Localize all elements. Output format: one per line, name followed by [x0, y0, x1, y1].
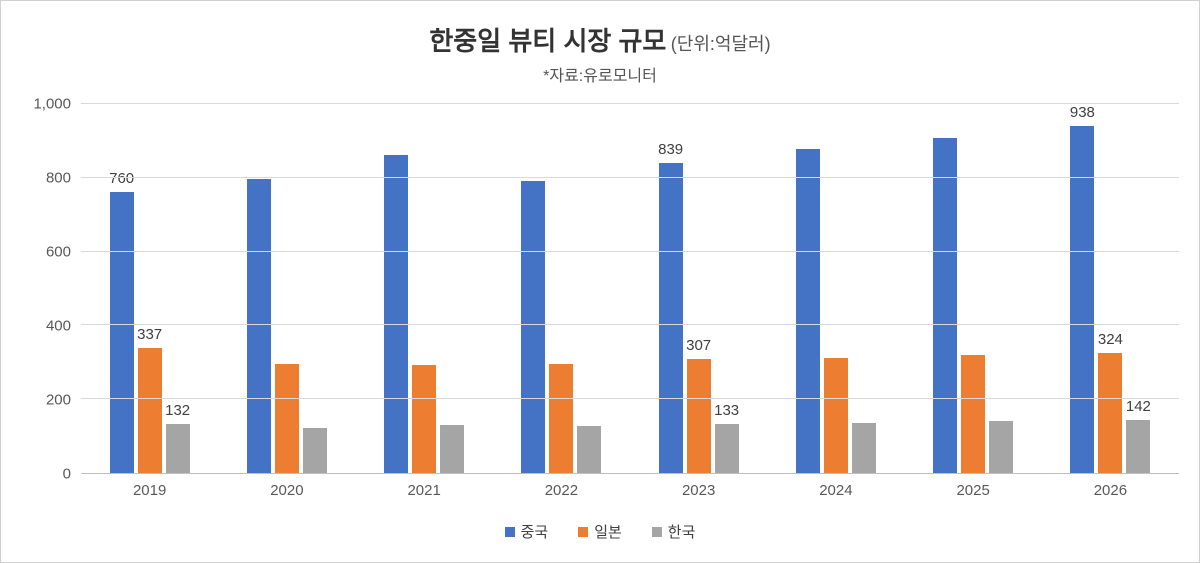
bar-일본: [412, 365, 436, 473]
bar-group: 760337132: [110, 192, 190, 473]
plot-wrapper: 02004006008001,000 760337132839307133938…: [21, 104, 1179, 474]
bar-value-label: 337: [137, 326, 162, 343]
bar-한국: [303, 428, 327, 474]
legend-swatch: [505, 527, 515, 537]
chart-title-unit: (단위:억달러): [671, 34, 771, 54]
bar-value-label: 307: [686, 337, 711, 354]
y-tick: 1,000: [33, 96, 71, 113]
bar-일본: 307: [687, 359, 711, 473]
legend-label: 한국: [668, 521, 696, 542]
x-tick: 2023: [630, 482, 767, 499]
bar-value-label: 132: [165, 402, 190, 419]
bar-일본: [824, 358, 848, 473]
bar-value-label: 839: [658, 141, 683, 158]
gridline: [81, 251, 1179, 252]
legend: 중국 일본 한국: [21, 521, 1179, 542]
bar-value-label: 133: [714, 402, 739, 419]
chart-subtitle: *자료:유로모니터: [21, 62, 1179, 86]
y-tick: 800: [46, 170, 71, 187]
legend-item: 한국: [652, 521, 696, 542]
gridline: [81, 177, 1179, 178]
bar-중국: [796, 149, 820, 473]
bar-groups: 760337132839307133938324142: [81, 104, 1179, 473]
legend-item: 일본: [578, 521, 622, 542]
bar-중국: 938: [1070, 126, 1094, 473]
bar-중국: [933, 138, 957, 473]
bar-중국: [521, 181, 545, 473]
gridline: [81, 324, 1179, 325]
bar-group: [247, 179, 327, 473]
bar-value-label: 938: [1070, 104, 1095, 121]
y-tick: 400: [46, 318, 71, 335]
x-tick: 2024: [767, 482, 904, 499]
bar-group: 839307133: [659, 163, 739, 473]
bar-한국: [852, 423, 876, 473]
bar-중국: [247, 179, 271, 473]
legend-label: 일본: [594, 521, 622, 542]
bar-일본: [961, 355, 985, 473]
bar-한국: 132: [166, 424, 190, 473]
x-tick: 2026: [1042, 482, 1179, 499]
bar-한국: [440, 425, 464, 473]
gridline: [81, 398, 1179, 399]
bar-group: [933, 138, 1013, 473]
gridline: [81, 103, 1179, 104]
chart-title-area: 한중일 뷰티 시장 규모 (단위:억달러): [21, 21, 1179, 58]
bar-value-label: 142: [1126, 398, 1151, 415]
x-axis: 20192020202120222023202420252026: [81, 482, 1179, 499]
chart-container: 한중일 뷰티 시장 규모 (단위:억달러) *자료:유로모니터 0 200 400 6…: [0, 0, 1200, 563]
bar-일본: [275, 364, 299, 473]
legend-swatch: [578, 527, 588, 537]
bar-중국: [384, 155, 408, 473]
bar-일본: 324: [1098, 353, 1122, 473]
bar-일본: 337: [138, 348, 162, 473]
y-tick: 0: [63, 466, 71, 483]
y-axis: 02004006008001,000: [21, 104, 81, 474]
x-tick: 2019: [81, 482, 218, 499]
bar-한국: [577, 426, 601, 473]
plot-area: 760337132839307133938324142: [81, 104, 1179, 474]
bar-group: 938324142: [1070, 126, 1150, 473]
bar-중국: 839: [659, 163, 683, 473]
y-tick: 200: [46, 392, 71, 409]
bar-value-label: 760: [109, 170, 134, 187]
x-tick: 2022: [493, 482, 630, 499]
legend-label: 중국: [521, 521, 549, 542]
bar-한국: 142: [1126, 420, 1150, 473]
bar-group: [521, 181, 601, 473]
legend-swatch: [652, 527, 662, 537]
bar-일본: [549, 364, 573, 473]
chart-title: 한중일 뷰티 시장 규모: [429, 26, 666, 56]
x-tick: 2020: [218, 482, 355, 499]
bar-중국: 760: [110, 192, 134, 473]
bar-한국: 133: [715, 424, 739, 473]
x-tick: 2021: [356, 482, 493, 499]
bar-value-label: 324: [1098, 331, 1123, 348]
bar-한국: [989, 421, 1013, 473]
y-tick: 600: [46, 244, 71, 261]
x-tick: 2025: [905, 482, 1042, 499]
bar-group: [796, 149, 876, 473]
legend-item: 중국: [505, 521, 549, 542]
bar-group: [384, 155, 464, 473]
